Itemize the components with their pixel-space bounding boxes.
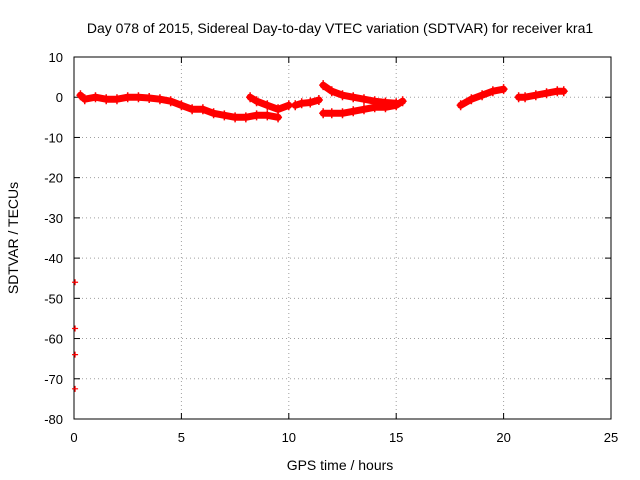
data-point	[72, 279, 79, 286]
data-point	[291, 100, 300, 111]
data-point	[102, 94, 111, 105]
series-arc-4	[319, 80, 401, 109]
data-point	[359, 104, 368, 115]
data-point	[531, 90, 540, 101]
data-point	[349, 106, 358, 117]
data-point	[246, 92, 255, 103]
data-point	[155, 94, 164, 105]
data-point	[263, 110, 272, 121]
data-point	[297, 98, 306, 109]
data-point	[327, 108, 336, 119]
y-tick-label: 0	[56, 90, 63, 105]
data-point	[252, 96, 261, 107]
data-point	[327, 86, 336, 97]
data-series	[72, 80, 568, 392]
data-point	[188, 104, 197, 115]
y-axis-label: SDTVAR / TECUs	[5, 182, 21, 294]
series-arc-2	[246, 92, 293, 115]
x-tick-label: 25	[604, 430, 618, 445]
data-point	[220, 110, 229, 121]
data-point	[488, 86, 497, 97]
data-point	[123, 92, 132, 103]
x-tick-label: 5	[178, 430, 185, 445]
x-tick-label: 10	[282, 430, 296, 445]
data-point	[145, 93, 154, 104]
data-point	[456, 100, 465, 111]
data-point	[231, 112, 240, 123]
data-point	[467, 94, 476, 105]
tick-marks	[73, 56, 612, 420]
data-point	[80, 94, 89, 105]
data-point	[359, 94, 368, 105]
data-point	[274, 104, 283, 115]
series-arc-1	[76, 90, 283, 123]
data-point	[72, 385, 79, 392]
y-tick-label: -30	[44, 211, 63, 226]
data-point	[398, 96, 407, 107]
data-point	[76, 90, 85, 101]
series-left-edge-outliers	[72, 279, 79, 392]
x-tick-label: 20	[496, 430, 510, 445]
data-point	[314, 95, 323, 106]
y-tick-label: -60	[44, 332, 63, 347]
data-point	[134, 92, 143, 103]
data-point	[392, 100, 401, 111]
data-point	[177, 100, 186, 111]
chart-title: Day 078 of 2015, Sidereal Day-to-day VTE…	[87, 20, 593, 36]
data-point	[72, 351, 79, 358]
data-point	[252, 110, 261, 121]
series-arc-7	[514, 86, 568, 103]
data-point	[542, 88, 551, 99]
y-tick-label: -50	[44, 291, 63, 306]
data-point	[72, 325, 79, 332]
data-point	[338, 108, 347, 119]
data-point	[306, 97, 315, 108]
y-tick-label: -20	[44, 171, 63, 186]
y-tick-label: -10	[44, 130, 63, 145]
x-axis-label: GPS time / hours	[287, 457, 394, 473]
data-point	[112, 94, 121, 105]
series-arc-3	[291, 95, 323, 111]
y-tick-label: 10	[49, 50, 63, 65]
data-point	[209, 108, 218, 119]
y-tick-labels: 10 0 -10 -20 -30 -40 -50 -60 -70 -80	[44, 50, 63, 427]
x-tick-labels: 0 5 10 15 20 25	[70, 430, 618, 445]
data-point	[91, 92, 100, 103]
series-arc-6	[456, 84, 508, 111]
series-band	[319, 97, 407, 117]
grid-lines	[74, 57, 611, 419]
data-point	[381, 102, 390, 113]
data-point	[198, 104, 207, 115]
series-arc-5	[319, 96, 407, 119]
series-band	[291, 96, 323, 109]
data-point	[521, 92, 530, 103]
data-point	[559, 86, 568, 97]
x-tick-label: 0	[70, 430, 77, 445]
y-tick-label: -70	[44, 372, 63, 387]
data-point	[349, 92, 358, 103]
data-point	[370, 102, 379, 113]
y-tick-label: -80	[44, 412, 63, 427]
plot-frame	[73, 56, 612, 420]
data-point	[319, 108, 328, 119]
data-point	[166, 96, 175, 107]
data-point	[241, 112, 250, 123]
x-tick-label: 15	[389, 430, 403, 445]
y-tick-label: -40	[44, 251, 63, 266]
data-point	[499, 84, 508, 95]
data-point	[263, 100, 272, 111]
data-point	[478, 90, 487, 101]
data-point	[338, 90, 347, 101]
data-point	[319, 80, 328, 91]
